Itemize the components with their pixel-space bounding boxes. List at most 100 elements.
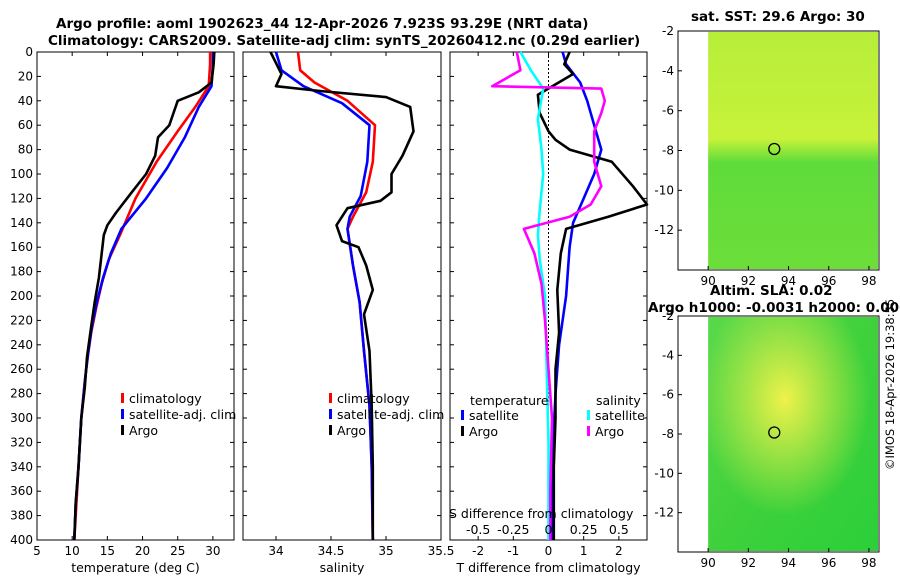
x-tick-label: 34.5	[318, 544, 345, 558]
figure-title-line1: Argo profile: aoml 1902623_44 12-Apr-202…	[56, 16, 589, 32]
x-axis-label: T difference from climatology	[455, 560, 641, 575]
argo-position-marker	[768, 142, 781, 156]
s-diff-tick-label: -0.25	[497, 522, 529, 537]
series-line-argo	[269, 51, 415, 540]
legend-swatch	[329, 409, 332, 419]
x-tick-label: 98	[861, 556, 876, 570]
y-tick-label: 160	[10, 240, 33, 254]
legend-label: Argo	[337, 423, 366, 438]
legend-swatch	[121, 409, 124, 419]
y-tick-label: 220	[10, 313, 33, 327]
x-tick-label: -1	[507, 544, 519, 558]
y-tick-label: 100	[10, 167, 33, 181]
legend-swatch	[461, 426, 464, 436]
x-tick-label: 92	[741, 274, 756, 288]
sst-map-title: sat. SST: 29.6 Argo: 30	[691, 9, 865, 25]
y-tick-label: -2	[662, 309, 674, 323]
difference-panel: -2 -1 0 1 2 T difference from climatology S di…	[449, 51, 649, 575]
legend-label: satellite	[595, 408, 645, 423]
y-tick-label: -12	[654, 506, 674, 520]
x-tick-label: 2	[615, 544, 623, 558]
legend-swatch	[329, 393, 332, 403]
s-diff-tick-label: -0.5	[466, 522, 490, 537]
y-tick-label: 60	[18, 118, 33, 132]
s-diff-axis-label: S difference from climatology	[449, 506, 634, 521]
x-tick-label: 1	[580, 544, 588, 558]
y-tick-label: 120	[10, 191, 33, 205]
x-tick-label: 90	[701, 274, 716, 288]
sla-map-title: Altim. SLA: 0.02	[710, 283, 833, 299]
legend-label: climatology	[337, 391, 410, 406]
series-line-argo	[490, 51, 607, 540]
x-tick-label: 30	[205, 544, 220, 558]
x-tick-label: 92	[741, 556, 756, 570]
x-axis-label: salinity	[320, 560, 365, 575]
y-tick-label: 280	[10, 387, 33, 401]
legend-swatch	[121, 393, 124, 403]
legend-swatch	[587, 426, 590, 436]
map-field	[708, 32, 878, 269]
x-tick-label: 10	[65, 544, 80, 558]
x-tick-label: 90	[701, 556, 716, 570]
y-tick-label: 340	[10, 460, 33, 474]
x-tick-label: 94	[781, 274, 796, 288]
x-tick-label: 5	[33, 544, 41, 558]
y-tick-label: 140	[10, 216, 33, 230]
y-tick-label: 260	[10, 362, 33, 376]
temperature-panel: 0 20 40 60 80 100 120 140 160 180 200 220 240 260 280 3…	[10, 45, 236, 575]
series-line-argo	[536, 51, 649, 540]
legend-label: Argo	[469, 424, 498, 439]
y-tick-label: 320	[10, 435, 33, 449]
y-tick-label: 0	[25, 45, 33, 59]
x-tick-label: 35	[378, 544, 393, 558]
s-diff-tick-label: 0.5	[609, 522, 629, 537]
y-tick-label: 400	[10, 533, 33, 547]
x-tick-label: 98	[861, 274, 876, 288]
legend-title-temperature: temperature	[470, 393, 549, 408]
legend-label: satellite	[469, 408, 519, 423]
legend-swatch	[587, 410, 590, 420]
x-axis-label: temperature (deg C)	[71, 560, 200, 575]
x-tick-label: 20	[135, 544, 150, 558]
y-tick-label: -12	[654, 223, 674, 237]
plot-frame	[242, 51, 442, 541]
y-tick-label: 300	[10, 411, 33, 425]
sla-map-panel: 90 92 94 96 98 -2 -4 -6 -8 -10 -12	[654, 309, 880, 570]
sst-map-panel: 90 92 94 96 98 -2 -4 -6 -8 -10 -12	[654, 24, 880, 288]
series-line-argo	[73, 51, 216, 541]
y-tick-label: 180	[10, 265, 33, 279]
y-tick-label: 80	[18, 143, 33, 157]
s-diff-tick-label: 0.25	[570, 522, 598, 537]
legend-label: satellite-adj. clim	[337, 407, 444, 422]
x-tick-label: 25	[170, 544, 185, 558]
y-tick-label: -4	[662, 64, 674, 78]
y-tick-label: -2	[662, 24, 674, 38]
y-tick-label: -4	[662, 348, 674, 362]
legend-label: satellite-adj. clim	[129, 407, 236, 422]
x-tick-label: 34	[268, 544, 283, 558]
plot-frame	[36, 51, 235, 541]
imos-timestamp: ©IMOS 18-Apr-2026 19:38:55	[883, 298, 897, 470]
argo-position-marker	[768, 426, 781, 439]
x-tick-label: 96	[821, 556, 836, 570]
legend-label: climatology	[129, 391, 202, 406]
legend-swatch	[121, 425, 124, 435]
x-tick-label: -2	[472, 544, 484, 558]
x-tick-label: 15	[100, 544, 115, 558]
y-tick-label: -10	[654, 183, 674, 197]
legend-swatch	[329, 425, 332, 435]
legend-label: Argo	[595, 424, 624, 439]
legend-title-salinity: salinity	[596, 393, 641, 408]
y-tick-label: 360	[10, 484, 33, 498]
y-tick-label: -6	[662, 388, 674, 402]
x-tick-label: 35.5	[428, 544, 455, 558]
x-tick-label: 0	[545, 544, 553, 558]
figure-title-line2: Climatology: CARS2009. Satellite-adj cli…	[48, 33, 641, 49]
legend-label: Argo	[129, 423, 158, 438]
y-tick-label: -6	[662, 104, 674, 118]
map-field-overlay	[708, 317, 878, 551]
y-tick-label: 240	[10, 338, 33, 352]
y-tick-label: 20	[18, 69, 33, 83]
y-tick-label: 40	[18, 94, 33, 108]
y-tick-label: 380	[10, 509, 33, 523]
